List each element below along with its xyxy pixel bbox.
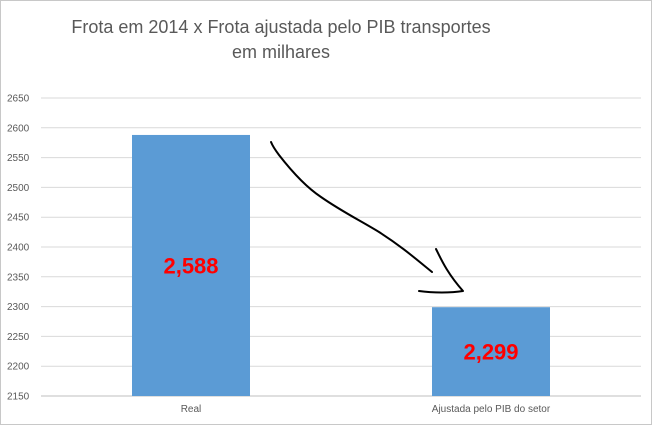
bars xyxy=(132,134,550,396)
x-category-label: Real xyxy=(181,404,202,415)
chart-title: Frota em 2014 x Frota ajustada pelo PIB … xyxy=(71,17,491,37)
chart-title-block: Frota em 2014 x Frota ajustada pelo PIB … xyxy=(1,15,561,65)
hand-drawn-arrow xyxy=(270,141,433,273)
data-label: 2,299 xyxy=(463,340,518,365)
x-category-label: Ajustada pelo PIB do setor xyxy=(432,404,551,415)
x-axis-categories: Real Ajustada pelo PIB do setor xyxy=(181,404,551,415)
bar xyxy=(132,134,250,396)
data-label: 2,588 xyxy=(163,253,218,278)
y-tick-label: 2650 xyxy=(7,94,30,105)
y-tick-label: 2150 xyxy=(7,392,30,403)
y-axis-ticks: 2150 2200 2250 2300 2350 2400 2450 2500 2550 2600… xyxy=(7,94,30,403)
gridlines xyxy=(41,97,641,397)
y-tick-label: 2550 xyxy=(7,153,30,164)
y-tick-label: 2350 xyxy=(7,272,30,283)
y-tick-label: 2500 xyxy=(7,183,30,194)
y-tick-label: 2450 xyxy=(7,213,30,224)
y-tick-label: 2250 xyxy=(7,332,30,343)
y-tick-label: 2600 xyxy=(7,123,30,134)
y-tick-label: 2400 xyxy=(7,243,30,254)
bar xyxy=(432,307,550,396)
hand-drawn-arrowhead xyxy=(418,248,464,294)
y-tick-label: 2300 xyxy=(7,302,30,313)
y-tick-label: 2200 xyxy=(7,362,30,373)
chart-subtitle: em milhares xyxy=(231,42,331,62)
data-labels: 2,588 2,299 xyxy=(163,253,518,364)
